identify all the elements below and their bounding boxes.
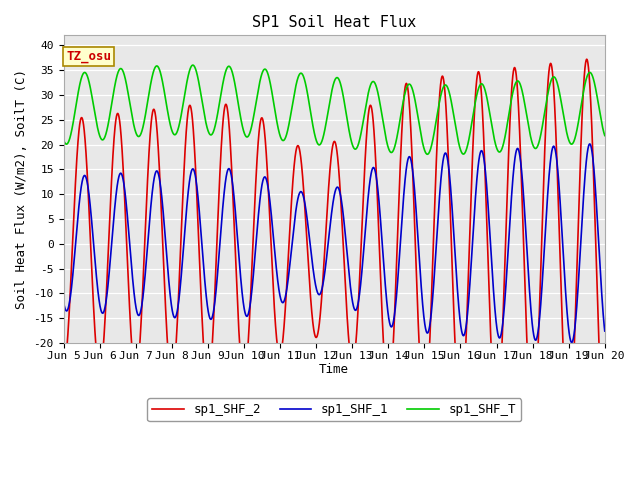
sp1_SHF_T <box>424 151 431 157</box>
sp1_SHF_1 <box>601 328 609 334</box>
sp1_SHF_1 <box>568 339 575 345</box>
Legend: sp1_SHF_2, sp1_SHF_1, sp1_SHF_T: sp1_SHF_2, sp1_SHF_1, sp1_SHF_T <box>147 398 521 421</box>
Line: sp1_SHF_2: sp1_SHF_2 <box>63 59 605 431</box>
sp1_SHF_T <box>456 143 463 148</box>
sp1_SHF_2 <box>601 428 609 433</box>
sp1_SHF_1 <box>470 210 478 216</box>
sp1_SHF_T <box>244 134 252 140</box>
sp1_SHF_2 <box>572 315 579 321</box>
sp1_SHF_2 <box>244 351 252 357</box>
sp1_SHF_T <box>316 142 324 148</box>
X-axis label: Time: Time <box>319 363 349 376</box>
sp1_SHF_2 <box>583 56 591 62</box>
Title: SP1 Soil Heat Flux: SP1 Soil Heat Flux <box>252 15 416 30</box>
sp1_SHF_1 <box>578 218 586 224</box>
sp1_SHF_2 <box>470 111 478 117</box>
sp1_SHF_2 <box>316 318 323 324</box>
sp1_SHF_1 <box>572 320 579 326</box>
sp1_SHF_T <box>579 96 586 102</box>
Y-axis label: Soil Heat Flux (W/m2), SoilT (C): Soil Heat Flux (W/m2), SoilT (C) <box>15 69 28 309</box>
sp1_SHF_1 <box>586 141 593 147</box>
sp1_SHF_T <box>601 132 609 138</box>
sp1_SHF_2 <box>578 116 586 122</box>
sp1_SHF_1 <box>244 313 252 319</box>
sp1_SHF_1 <box>455 308 463 314</box>
sp1_SHF_T <box>60 137 67 143</box>
sp1_SHF_1 <box>60 299 67 305</box>
sp1_SHF_T <box>572 133 579 139</box>
Text: TZ_osu: TZ_osu <box>66 50 111 63</box>
sp1_SHF_2 <box>455 406 463 412</box>
sp1_SHF_1 <box>316 292 323 298</box>
sp1_SHF_T <box>470 104 478 109</box>
sp1_SHF_T <box>189 62 196 68</box>
sp1_SHF_2 <box>60 365 67 371</box>
Line: sp1_SHF_T: sp1_SHF_T <box>63 65 605 154</box>
Line: sp1_SHF_1: sp1_SHF_1 <box>63 144 605 342</box>
